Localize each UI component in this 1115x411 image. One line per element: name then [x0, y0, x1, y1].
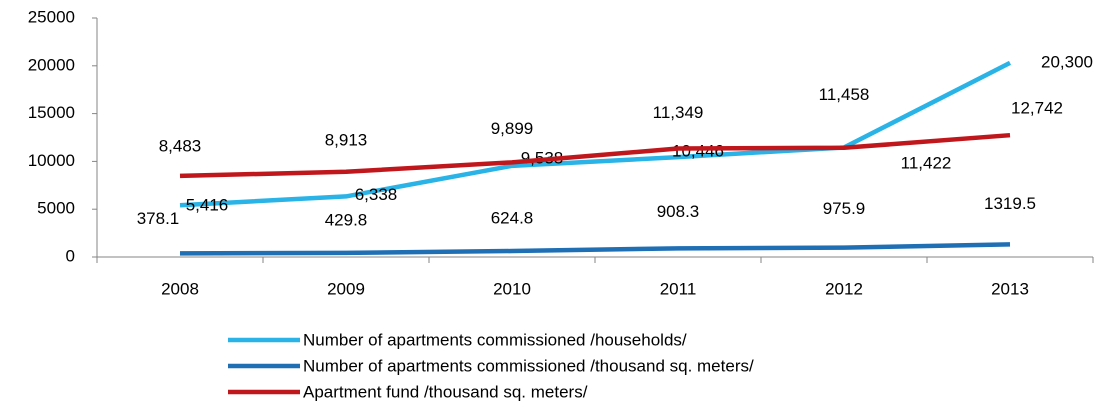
data-label: 1319.5 [984, 194, 1036, 213]
data-label: 429.8 [325, 210, 368, 229]
x-tick-label: 2009 [327, 279, 365, 298]
data-label: 11,458 [819, 85, 870, 104]
data-label: 10,446 [672, 142, 724, 161]
y-tick-label: 5000 [37, 199, 75, 218]
y-tick-label: 25000 [28, 7, 75, 26]
data-label: 975.9 [823, 199, 866, 218]
y-tick-label: 10000 [28, 151, 75, 170]
legend-label: Number of apartments commissioned /house… [303, 330, 687, 349]
data-label: 12,742 [1011, 99, 1063, 118]
series-line [179, 242, 1011, 256]
y-tick-label: 20000 [28, 55, 75, 74]
data-label: 908.3 [657, 202, 700, 221]
data-label: 378.1 [137, 209, 180, 228]
data-label: 8,913 [325, 130, 368, 149]
series-line [179, 132, 1011, 179]
legend-label: Number of apartments commissioned /thous… [303, 356, 754, 375]
x-tick-label: 2011 [660, 279, 697, 298]
x-tick-label: 2008 [161, 279, 199, 298]
data-label: 624.8 [491, 209, 534, 228]
series-line [179, 60, 1012, 208]
data-label: 11,349 [653, 103, 704, 122]
x-tick-label: 2012 [825, 279, 863, 298]
y-tick-label: 0 [66, 246, 75, 265]
data-label: 9,899 [491, 119, 534, 138]
x-tick-label: 2013 [991, 279, 1029, 298]
data-label: 6,338 [355, 185, 398, 204]
y-tick-label: 15000 [28, 103, 75, 122]
data-label: 8,483 [159, 136, 202, 155]
x-tick-label: 2010 [493, 279, 531, 298]
data-label: 20,300 [1041, 52, 1093, 71]
legend-label: Apartment fund /thousand sq. meters/ [303, 382, 588, 401]
data-label: 5,416 [186, 196, 229, 215]
data-label: 11,422 [901, 153, 952, 172]
